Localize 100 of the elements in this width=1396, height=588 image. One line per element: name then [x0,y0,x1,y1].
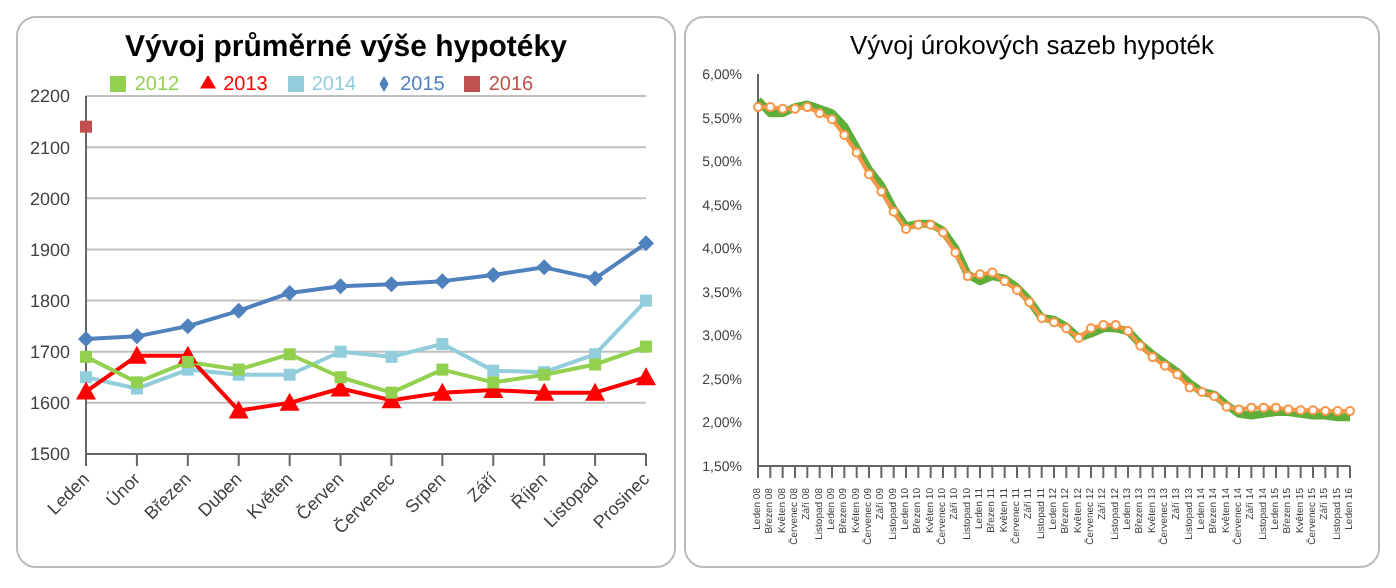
y-tick-label: 2100 [29,137,70,158]
point [1123,325,1133,336]
point [975,269,985,280]
point [1184,382,1195,393]
point [962,271,973,282]
point [1283,404,1294,415]
point [1295,405,1306,416]
point [385,386,398,399]
chart-title: Vývoj úrokových sazeb hypoték [847,30,1217,64]
point [1209,391,1220,402]
legend-label: 2014 [311,74,357,96]
point [999,276,1010,287]
y-tick-label: 2200 [29,86,70,107]
y-tick-label: 1700 [29,342,70,363]
point [283,368,296,381]
point [536,259,553,276]
point [332,278,349,295]
y-tick-label: 1600 [29,393,70,414]
point [1258,402,1269,413]
point [383,276,400,293]
point [1049,317,1059,328]
point [1135,340,1146,351]
point [1086,323,1096,334]
point [1308,405,1318,416]
legend-label: 2013 [223,74,268,96]
legend-label: 2015 [400,74,445,96]
point [864,169,874,180]
point [938,227,948,238]
point [485,267,502,283]
point [126,345,147,364]
point [585,382,606,401]
point [802,102,813,113]
point [950,247,961,258]
point [1320,406,1331,417]
point [814,108,825,119]
y-tick-label: 2000 [29,188,70,209]
point [765,102,776,113]
legend-label: 2012 [134,74,180,96]
y-tick-label: 1500 [29,444,70,465]
point [987,267,998,278]
point [638,235,654,252]
point [1234,404,1244,415]
legend-label: 2016 [488,74,534,96]
point [636,367,656,386]
point [1024,297,1035,308]
point [888,206,899,217]
point [753,102,763,113]
point [1197,386,1207,397]
point [589,358,602,371]
point [1098,319,1109,330]
point [925,219,936,230]
point [1172,369,1183,380]
y-tick-label: 1900 [29,239,70,260]
point [487,376,500,389]
point [589,348,602,361]
point [901,224,911,235]
point [487,364,500,377]
y-tick-label: 1800 [29,290,70,311]
point [181,355,194,368]
point [80,350,92,363]
point [434,273,451,290]
point [279,392,300,411]
point [1332,406,1343,417]
point [777,103,788,114]
point [1036,312,1047,323]
point [1271,402,1281,413]
point [640,340,652,353]
point [128,328,145,345]
point [851,147,862,158]
point [1160,360,1170,371]
point [436,363,449,376]
point [827,114,837,125]
point [179,318,196,335]
point [76,381,96,400]
point [1110,319,1121,330]
point [1345,406,1355,417]
point [913,219,924,230]
point [1073,332,1084,343]
point [876,186,887,197]
point [385,350,398,363]
point [230,302,247,319]
point [1246,402,1257,413]
point [281,284,298,301]
point [80,371,92,384]
point [1012,285,1022,296]
point [534,382,555,401]
point [1221,401,1232,412]
point [283,348,296,361]
point [334,371,347,384]
point [232,363,245,376]
point [587,270,604,287]
chart-title: Vývoj průměrné výše hypotéky [123,30,569,66]
point [790,103,800,114]
point [432,382,453,401]
point [334,345,347,358]
point [640,294,652,307]
point [78,330,94,347]
point [1147,352,1158,363]
point [130,376,143,389]
point [228,400,249,419]
